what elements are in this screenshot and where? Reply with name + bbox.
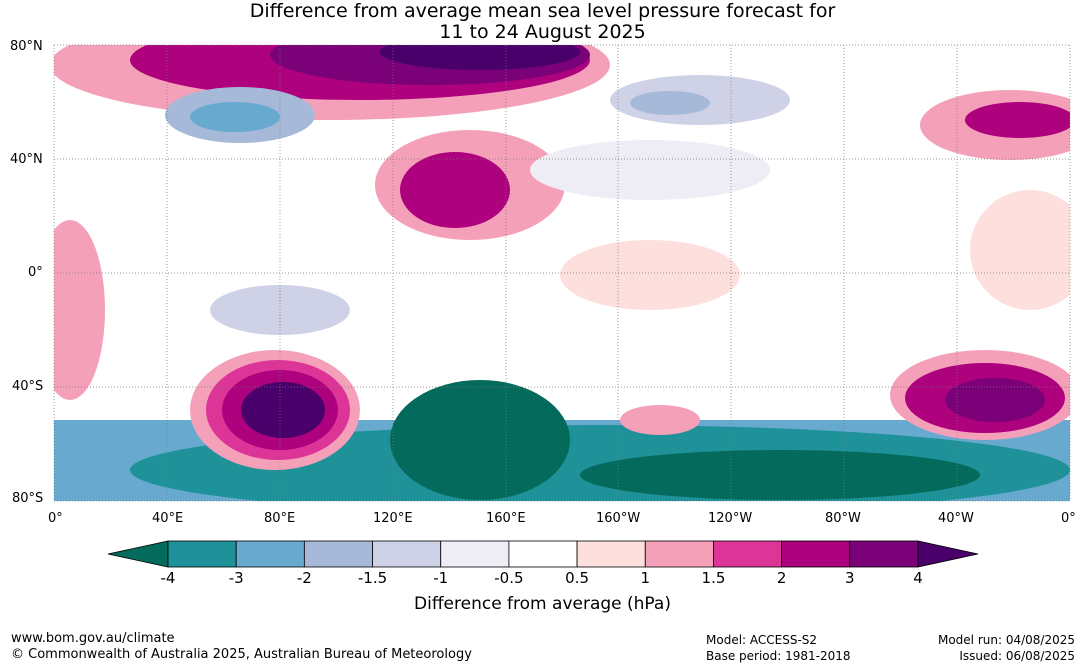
colorbar-segment xyxy=(235,540,305,568)
colorbar-label: Difference from average (hPa) xyxy=(414,594,671,614)
footer-model-run: Model run: 04/08/2025 xyxy=(937,633,1075,647)
chart-title-line2: 11 to 24 August 2025 xyxy=(439,21,646,43)
colorbar-segment xyxy=(303,540,373,568)
colorbar-segment xyxy=(440,540,510,568)
colorbar-tick-label: -0.5 xyxy=(494,569,524,587)
colorbar-tick-label: 4 xyxy=(913,569,923,587)
lat-label-40s: 40°S xyxy=(12,379,44,394)
footer-copyright: © Commonwealth of Australia 2025, Austra… xyxy=(11,647,472,662)
colorbar-tick-label: 2 xyxy=(776,569,787,587)
colorbar-segment xyxy=(644,540,714,568)
lon-label-0: 0° xyxy=(48,511,63,526)
lat-label-80n: 80°N xyxy=(10,39,43,54)
lon-label-80w: 80°W xyxy=(825,511,861,526)
colorbar-tick-label: -1.5 xyxy=(357,569,388,587)
lon-label-40w: 40°W xyxy=(938,511,974,526)
lat-label-80s: 80°S xyxy=(12,491,44,506)
colorbar-tick-label: -1 xyxy=(433,569,449,587)
colorbar-segment xyxy=(781,540,851,568)
footer-base-period: Base period: 1981-2018 xyxy=(706,649,851,663)
lon-label-0-right: 0° xyxy=(1061,511,1076,526)
lat-label-0: 0° xyxy=(28,265,43,280)
anomaly-fields xyxy=(54,45,1070,501)
colorbar-extend-high xyxy=(917,540,979,568)
footer-model: Model: ACCESS-S2 xyxy=(706,633,818,647)
lon-label-40e: 40°E xyxy=(152,511,184,526)
colorbar-tick-label: -4 xyxy=(160,569,176,587)
colorbar-segment xyxy=(372,540,442,568)
colorbar-segment xyxy=(849,540,919,568)
colorbar-tick-label: 1.5 xyxy=(701,569,726,587)
colorbar-tick-label: 3 xyxy=(845,569,855,587)
colorbar-extend-low xyxy=(107,540,169,568)
colorbar-tick-label: -2 xyxy=(296,569,312,587)
footer-url: www.bom.gov.au/climate xyxy=(11,631,175,646)
lon-label-120e: 120°E xyxy=(373,511,413,526)
colorbar-tick-label: 0.5 xyxy=(565,569,590,587)
lon-label-120w: 120°W xyxy=(708,511,753,526)
colorbar-segment xyxy=(713,540,783,568)
lon-label-160e: 160°E xyxy=(486,511,526,526)
colorbar-segment xyxy=(576,540,646,568)
colorbar-segment xyxy=(508,540,578,568)
colorbar-segment xyxy=(167,540,237,568)
lon-label-160w: 160°W xyxy=(596,511,641,526)
colorbar-tick-label: 1 xyxy=(640,569,651,587)
graticule xyxy=(53,44,1071,502)
footer-issued: Issued: 06/08/2025 xyxy=(959,649,1075,663)
lon-label-80e: 80°E xyxy=(264,511,296,526)
lat-label-40n: 40°N xyxy=(10,152,43,167)
colorbar-tick-label: -3 xyxy=(228,569,244,587)
chart-title-line1: Difference from average mean sea level p… xyxy=(249,0,836,22)
